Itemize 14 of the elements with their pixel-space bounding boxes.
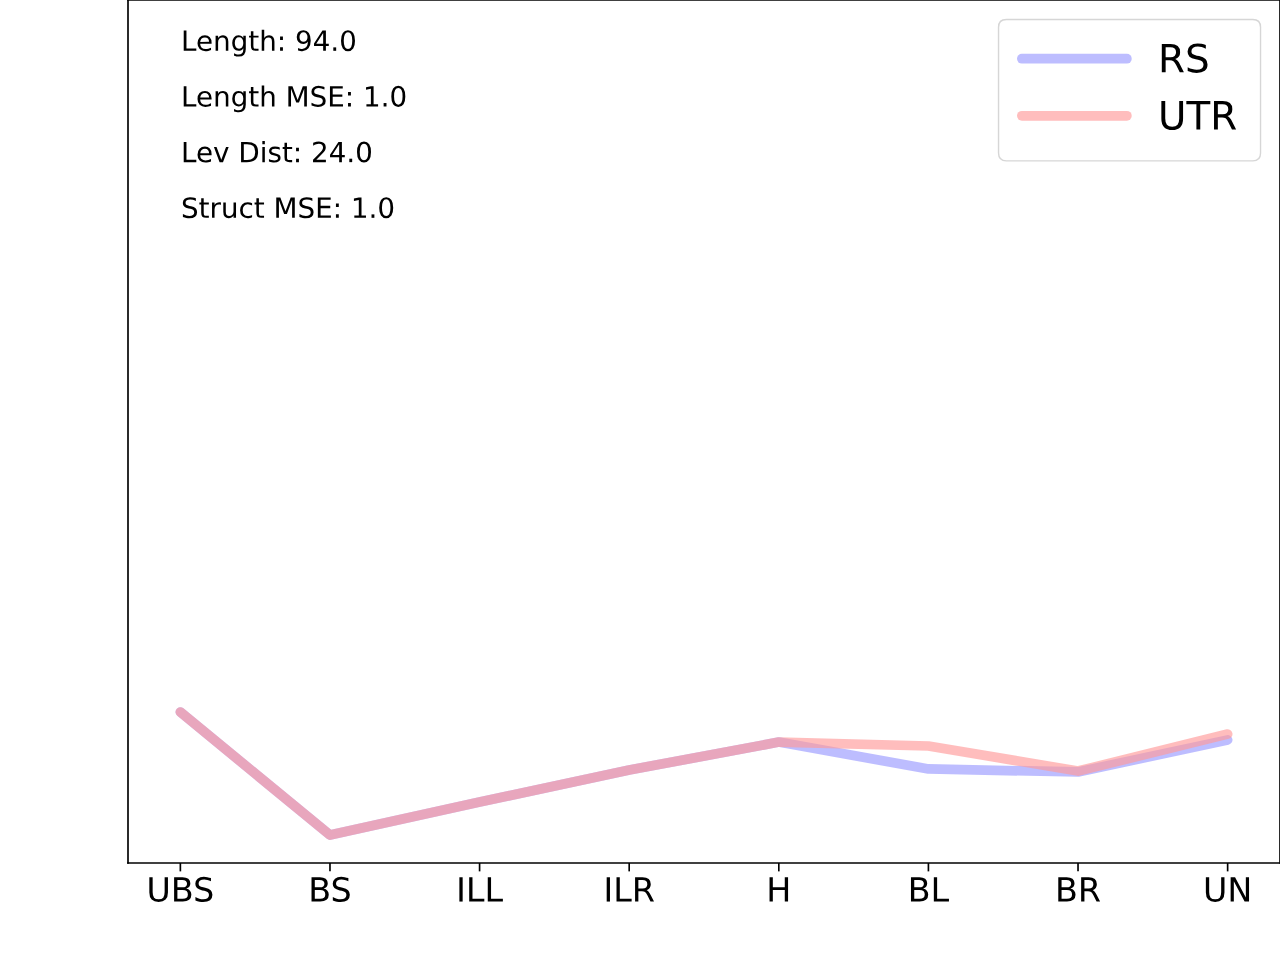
x-tick-label: BS [311, 876, 350, 903]
x-tick-label: BR [1058, 877, 1101, 902]
x-tick-label: H [769, 877, 789, 902]
text: Struct MSE: 1.0 [182, 197, 394, 219]
x-tick-label: ILR [606, 877, 655, 902]
x-tick-label: UN [1205, 877, 1250, 903]
x-tick-label: UBS [149, 876, 213, 903]
text: Length MSE: 1.0 [183, 85, 406, 113]
legend-label: RS [1161, 43, 1208, 73]
x-tick-label: ILL [459, 877, 503, 902]
text: Length: 94.0 [183, 29, 355, 57]
x-tick-label: BL [910, 877, 949, 902]
legend-label: UTR [1161, 101, 1237, 130]
text: Lev Dist: 24.0 [183, 141, 371, 163]
